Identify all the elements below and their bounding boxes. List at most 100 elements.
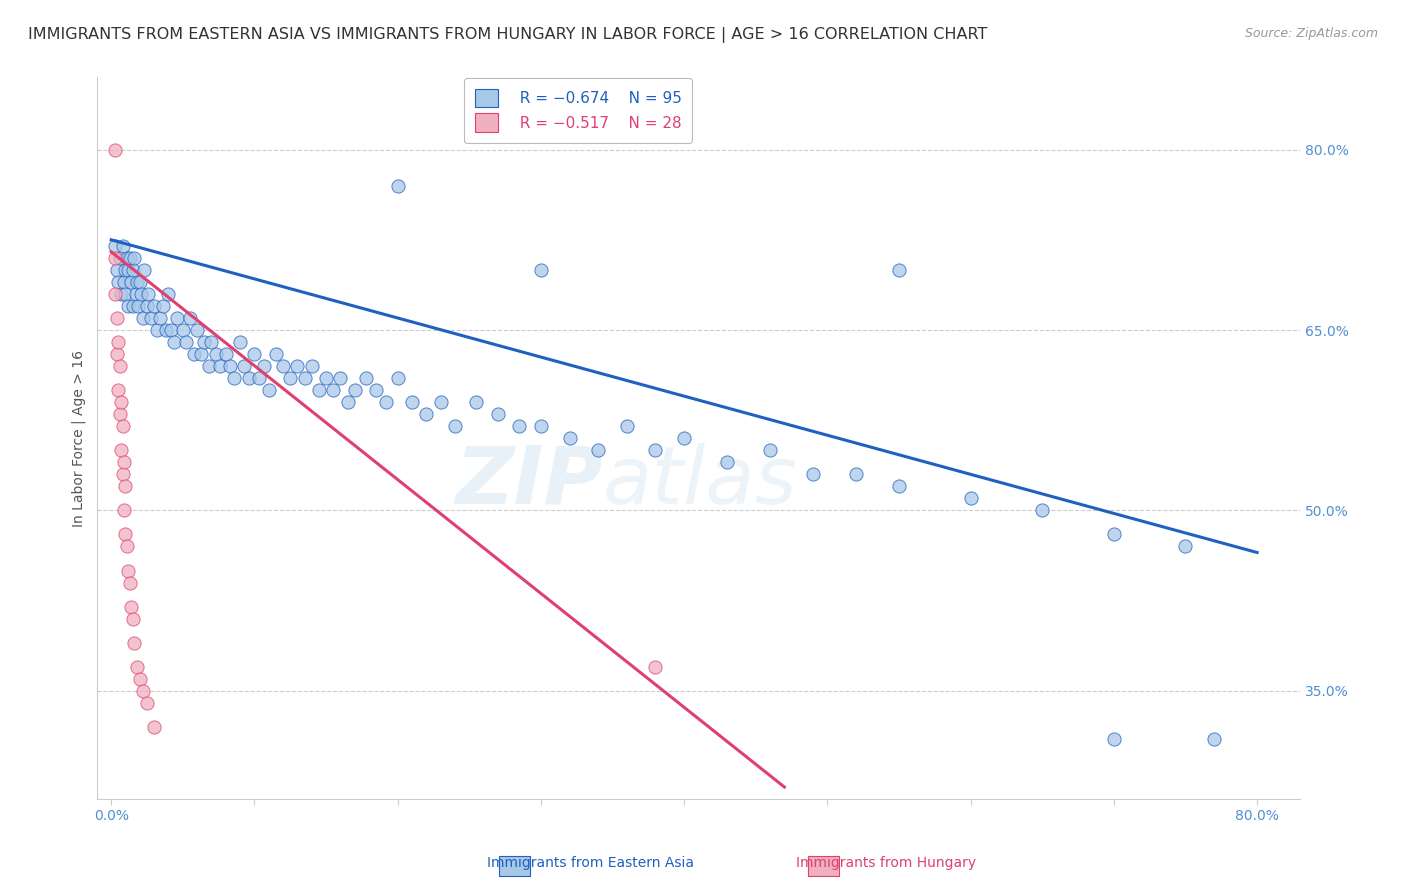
Point [387, 371, 409, 385]
Point [287, 359, 309, 373]
Point [204, 347, 226, 361]
Point [174, 334, 197, 349]
Point [143, 720, 166, 734]
Point [530, 263, 553, 277]
Point [264, 347, 287, 361]
Point [375, 395, 398, 409]
Text: atlas: atlas [602, 442, 797, 521]
Point [120, 275, 142, 289]
Point [429, 395, 451, 409]
Point [125, 659, 148, 673]
Point [138, 287, 160, 301]
Point [108, 407, 131, 421]
Point [219, 359, 242, 373]
Point [166, 310, 188, 325]
Point [114, 479, 136, 493]
Point [105, 310, 128, 325]
Point [1102, 731, 1125, 746]
Point [200, 334, 222, 349]
Point [128, 672, 150, 686]
Point [673, 431, 696, 445]
Point [121, 263, 143, 277]
Point [215, 347, 238, 361]
Point [1102, 527, 1125, 541]
Y-axis label: In Labor Force | Age > 16: In Labor Force | Age > 16 [72, 350, 86, 527]
Point [125, 275, 148, 289]
Legend:   R = −0.674    N = 95,   R = −0.517    N = 28: R = −0.674 N = 95, R = −0.517 N = 28 [464, 78, 692, 143]
Point [121, 612, 143, 626]
Point [444, 419, 467, 434]
Point [114, 527, 136, 541]
Point [108, 251, 131, 265]
Point [508, 419, 530, 434]
Point [315, 371, 337, 385]
Text: Source: ZipAtlas.com: Source: ZipAtlas.com [1244, 27, 1378, 40]
Point [354, 371, 377, 385]
Point [366, 383, 388, 397]
Text: ZIP: ZIP [454, 442, 602, 521]
Point [336, 395, 359, 409]
Point [131, 683, 153, 698]
Point [110, 287, 132, 301]
Point [530, 419, 553, 434]
Point [183, 347, 205, 361]
Point [107, 334, 129, 349]
Point [104, 239, 127, 253]
Point [111, 467, 134, 482]
Point [127, 299, 149, 313]
Text: Immigrants from Hungary: Immigrants from Hungary [796, 855, 976, 870]
Point [114, 263, 136, 277]
Point [759, 443, 782, 458]
Point [190, 347, 212, 361]
Point [136, 696, 159, 710]
Point [157, 287, 180, 301]
Point [143, 299, 166, 313]
Point [278, 371, 301, 385]
Point [114, 287, 136, 301]
Point [616, 419, 638, 434]
Point [243, 347, 266, 361]
Point [271, 359, 294, 373]
Point [229, 334, 252, 349]
Point [558, 431, 581, 445]
Point [387, 178, 409, 193]
Point [105, 347, 128, 361]
Point [152, 299, 174, 313]
Point [1204, 731, 1226, 746]
Point [294, 371, 316, 385]
Point [131, 310, 153, 325]
Point [115, 251, 138, 265]
Point [104, 143, 127, 157]
Point [118, 575, 141, 590]
Point [197, 359, 219, 373]
Point [121, 299, 143, 313]
Point [118, 251, 141, 265]
Point [136, 299, 159, 313]
Point [322, 383, 344, 397]
Point [155, 323, 177, 337]
Point [308, 383, 330, 397]
Point [122, 636, 145, 650]
Point [160, 323, 183, 337]
Point [1174, 540, 1197, 554]
Point [247, 371, 270, 385]
Point [586, 443, 609, 458]
Point [149, 310, 172, 325]
Point [107, 383, 129, 397]
Point [209, 359, 232, 373]
Point [644, 659, 666, 673]
Point [112, 275, 135, 289]
Point [120, 599, 142, 614]
Point [1031, 503, 1053, 517]
Point [172, 323, 194, 337]
Point [415, 407, 437, 421]
Point [112, 503, 135, 517]
Point [465, 395, 488, 409]
Point [146, 323, 169, 337]
Point [117, 564, 139, 578]
Point [111, 239, 134, 253]
Point [124, 287, 146, 301]
Point [224, 371, 246, 385]
Point [253, 359, 276, 373]
Point [343, 383, 366, 397]
